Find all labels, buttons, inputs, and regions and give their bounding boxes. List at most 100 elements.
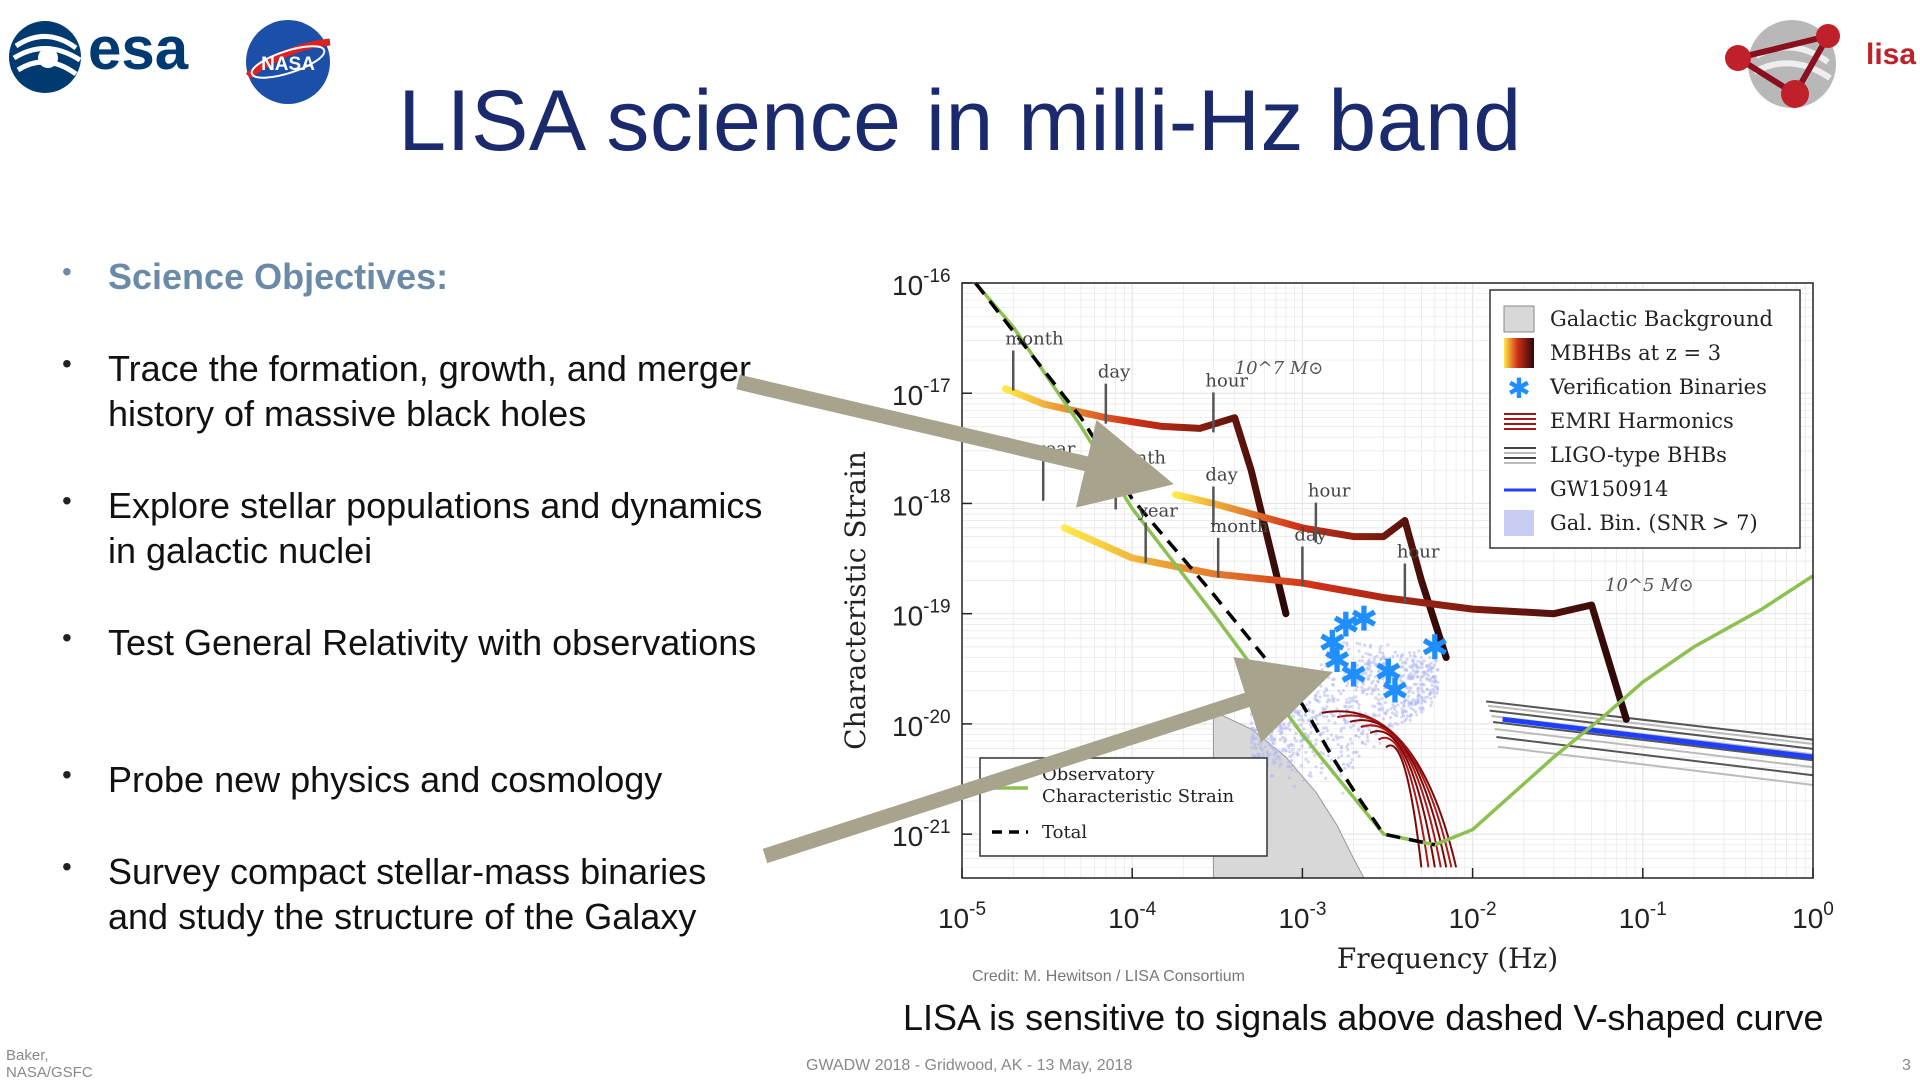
galactic-binary-point [1360, 732, 1365, 736]
galactic-binary-point [1332, 697, 1336, 701]
galactic-binary-point [1304, 750, 1308, 754]
ligo-bhb-line [1494, 727, 1814, 769]
galactic-binary-point [1290, 748, 1294, 752]
galactic-binary-point [1393, 698, 1397, 703]
galactic-binary-point [1307, 773, 1311, 778]
galactic-binary-point [1268, 752, 1272, 756]
galactic-binary-point [1343, 671, 1347, 675]
galactic-binary-point [1351, 674, 1355, 678]
galactic-binary-point [1292, 784, 1296, 789]
y-tick-exponent: -18 [923, 486, 950, 507]
galactic-binary-point [1350, 741, 1354, 745]
galactic-binary-point [1319, 771, 1323, 775]
galactic-binary-point [1348, 737, 1353, 741]
galactic-binary-point [1349, 699, 1354, 703]
ligo-bhb-line [1496, 736, 1814, 777]
galactic-binary-point [1339, 659, 1343, 663]
objective-item: Survey compact stellar-mass binaries and… [108, 851, 707, 937]
chart-legend: Galactic Background MBHBs at z = 3 ✱ Verifi… [1489, 289, 1801, 549]
galactic-binary-point [1436, 668, 1440, 672]
y-tick-exponent: -20 [923, 707, 950, 728]
galactic-binary-point [1429, 661, 1433, 665]
galactic-binary-point [1385, 708, 1389, 713]
galactic-binary-point [1335, 662, 1339, 666]
galactic-binary-point [1403, 693, 1407, 697]
galactic-binary-point [1426, 648, 1430, 652]
galactic-binary-point [1387, 657, 1392, 661]
galactic-binary-point [1382, 675, 1386, 679]
galactic-binary-point [1281, 749, 1285, 753]
time-marker-label: month [1210, 516, 1269, 537]
galactic-binary-point [1319, 751, 1323, 755]
galactic-binary-point [1400, 694, 1404, 698]
galactic-binary-point [1346, 720, 1350, 724]
galactic-binary-point [1250, 746, 1254, 750]
galactic-binary-point [1287, 764, 1291, 768]
galactic-binary-point [1397, 689, 1401, 693]
bullet-dot: • [62, 348, 72, 379]
galactic-binary-point [1351, 723, 1355, 728]
galactic-binary-point [1400, 683, 1404, 687]
galactic-binary-point [1384, 711, 1388, 715]
galactic-binary-point [1352, 664, 1356, 668]
galactic-binary-point [1391, 705, 1395, 709]
galactic-binary-point [1380, 664, 1384, 668]
galactic-binary-point [1366, 739, 1370, 743]
galactic-binary-point [1429, 666, 1433, 671]
galactic-binary-point [1382, 672, 1386, 676]
galactic-binary-point [1390, 676, 1394, 680]
galactic-binary-point [1371, 679, 1375, 683]
galactic-binary-point [1404, 717, 1408, 721]
galactic-binary-point [1425, 665, 1429, 669]
galactic-binary-point [1274, 751, 1278, 755]
galactic-binary-point [1413, 671, 1417, 675]
galactic-binary-point [1367, 667, 1372, 671]
x-tick-exponent: -4 [1139, 899, 1156, 920]
galactic-binary-point [1357, 754, 1361, 758]
galactic-binary-point [1366, 675, 1370, 679]
slide-title: LISA science in milli-Hz band [398, 73, 1522, 169]
legend-swatch-verification: ✱ [1507, 372, 1530, 405]
galactic-binary-point [1258, 746, 1262, 750]
galactic-binary-point [1412, 708, 1416, 712]
emri-harmonic-curve [1349, 719, 1448, 868]
bullet-dot: • [62, 759, 72, 790]
galactic-binary-point [1433, 691, 1437, 695]
footer-author-line1: Baker, [6, 1047, 49, 1064]
galactic-binary-point [1400, 707, 1404, 711]
galactic-binary-point [1429, 670, 1433, 674]
galactic-binary-point [1384, 658, 1388, 662]
legend-label: Verification Binaries [1549, 375, 1767, 399]
verification-binary-marker: ✱ [1374, 652, 1403, 692]
galactic-binary-point [1420, 710, 1424, 714]
galactic-binary-point [1363, 643, 1367, 647]
galactic-binary-point [1341, 688, 1345, 693]
galactic-binary-point [1435, 691, 1439, 695]
legend-label: EMRI Harmonics [1550, 409, 1734, 433]
galactic-binary-point [1422, 690, 1426, 694]
galactic-binary-point [1416, 675, 1420, 679]
galactic-binary-point [1345, 643, 1349, 647]
legend-label: LIGO-type BHBs [1550, 443, 1727, 467]
objective-item: Test General Relativity with observation… [108, 622, 757, 663]
galactic-binary-point [1425, 687, 1429, 691]
galactic-binary-point [1416, 701, 1420, 705]
galactic-binary-point [1385, 691, 1389, 695]
galactic-binary-point [1378, 650, 1382, 654]
galactic-binary-point [1306, 760, 1310, 764]
verification-binary-marker: ✱ [1318, 623, 1347, 663]
galactic-binary-point [1376, 698, 1380, 702]
galactic-binary-point [1416, 670, 1420, 674]
galactic-binary-point [1420, 699, 1424, 703]
galactic-binary-point [1379, 702, 1383, 706]
galactic-binary-point [1390, 685, 1394, 690]
galactic-binary-point [1395, 654, 1400, 658]
galactic-binary-point [1423, 671, 1427, 675]
galactic-binary-point [1290, 758, 1294, 763]
galactic-binary-point [1419, 675, 1423, 679]
galactic-binary-point [1420, 696, 1424, 700]
bullet-dot: • [62, 851, 72, 882]
galactic-binary-point [1267, 742, 1272, 746]
galactic-binary-point [1340, 735, 1344, 739]
objectives-heading: Science Objectives: [108, 256, 449, 297]
